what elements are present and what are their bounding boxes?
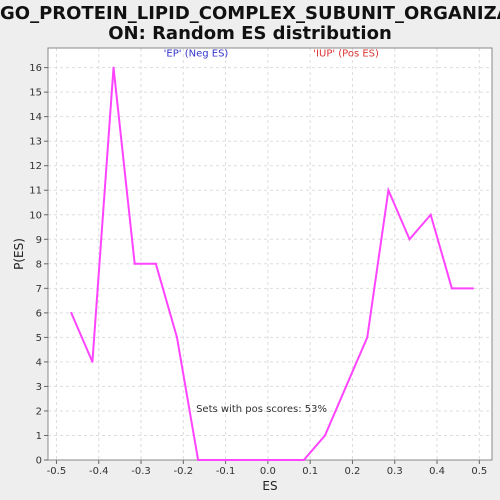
x-tick-label: 0.3 [387, 466, 403, 477]
data-point [133, 262, 136, 265]
y-tick-label: 3 [36, 382, 42, 393]
data-point [239, 459, 242, 461]
data-point [366, 336, 369, 339]
data-point [197, 459, 200, 461]
chart-annotation: 'EP' (Neg ES) [164, 49, 229, 60]
chart-annotation: 'IUP' (Pos ES) [313, 49, 379, 60]
x-tick-label: -0.5 [47, 466, 67, 477]
x-axis-label: ES [262, 479, 277, 493]
y-tick-label: 4 [36, 357, 42, 368]
x-tick-label: -0.3 [131, 466, 151, 477]
data-point [281, 459, 284, 461]
x-tick-label: 0.4 [429, 466, 445, 477]
x-tick-label: -0.2 [174, 466, 194, 477]
data-point [408, 238, 411, 241]
y-tick-label: 16 [29, 63, 42, 74]
y-tick-label: 8 [36, 259, 42, 270]
data-point [154, 262, 157, 265]
x-tick-label: -0.1 [216, 466, 236, 477]
data-point [175, 336, 178, 339]
y-tick-label: 11 [29, 186, 42, 197]
y-tick-label: 14 [29, 112, 42, 123]
data-point [387, 189, 390, 192]
y-tick-label: 9 [36, 235, 42, 246]
y-tick-label: 5 [36, 333, 42, 344]
data-point [112, 66, 115, 69]
x-tick-label: 0.1 [302, 466, 318, 477]
y-tick-label: 7 [36, 284, 42, 295]
data-point [345, 385, 348, 388]
data-point [218, 459, 221, 461]
y-tick-label: 2 [36, 406, 42, 417]
data-point [450, 287, 453, 290]
y-tick-label: 15 [29, 88, 42, 99]
y-axis-label: P(ES) [12, 238, 26, 270]
data-point [471, 287, 474, 290]
y-tick-label: 10 [29, 210, 42, 221]
x-tick-label: 0.2 [345, 466, 361, 477]
x-tick-label: 0.5 [471, 466, 487, 477]
data-point [91, 360, 94, 363]
chart-annotation: Sets with pos scores: 53% [196, 404, 327, 415]
chart-title-line-2: ON: Random ES distribution [108, 23, 392, 44]
y-tick-label: 13 [29, 137, 42, 148]
x-tick-label: -0.4 [89, 466, 109, 477]
chart-title-line-1: GO_PROTEIN_LIPID_COMPLEX_SUBUNIT_ORGANIZ… [0, 3, 500, 24]
data-point [260, 459, 263, 461]
data-point [323, 434, 326, 437]
plot-area [48, 48, 492, 460]
x-tick-label: 0.0 [260, 466, 276, 477]
y-tick-label: 6 [36, 308, 42, 319]
y-tick-label: 12 [29, 161, 42, 172]
data-point [429, 213, 432, 216]
y-tick-label: 1 [36, 431, 42, 442]
y-tick-label: 0 [36, 456, 42, 467]
series-line [70, 67, 473, 461]
data-point [302, 459, 305, 461]
data-point [70, 311, 73, 314]
